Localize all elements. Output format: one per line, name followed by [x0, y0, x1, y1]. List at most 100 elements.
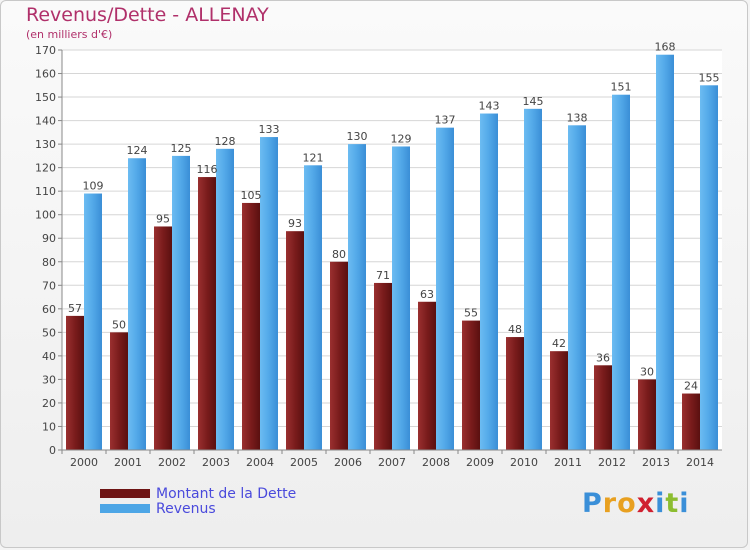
data-label-revenus: 124: [127, 144, 148, 157]
y-tick-label: 140: [35, 115, 56, 128]
data-label-dette: 50: [112, 318, 126, 331]
data-label-revenus: 133: [259, 123, 280, 136]
bar-revenus: [304, 165, 322, 450]
data-label-dette: 105: [241, 189, 262, 202]
y-tick-label: 150: [35, 91, 56, 104]
chart-subtitle: (en milliers d'€): [26, 28, 113, 41]
bar-dette: [550, 351, 568, 450]
x-tick-label: 2000: [70, 456, 98, 469]
data-label-revenus: 138: [567, 111, 588, 124]
bar-revenus: [524, 108, 542, 450]
y-tick-label: 30: [42, 373, 56, 386]
y-tick-label: 60: [42, 303, 56, 316]
data-label-dette: 71: [376, 269, 390, 282]
y-tick-label: 160: [35, 68, 56, 81]
bar-dette: [462, 320, 480, 450]
bar-revenus: [700, 85, 718, 450]
bar-dette: [286, 231, 304, 450]
x-tick-label: 2002: [158, 456, 186, 469]
x-tick-label: 2013: [642, 456, 670, 469]
bar-dette: [330, 261, 348, 450]
data-label-dette: 24: [684, 380, 698, 393]
label-layer: 57 109 50 124 95 125 116 128 105 133 93 121 80 130 71 1…: [68, 41, 720, 393]
bar-dette: [682, 393, 700, 450]
bar-dette: [154, 226, 172, 450]
legend: Montant de la Dette Revenus: [100, 485, 297, 517]
data-label-dette: 55: [464, 307, 478, 320]
data-label-revenus: 129: [391, 132, 412, 145]
data-label-revenus: 130: [347, 130, 368, 143]
axis-layer: 0 10 20 30 40 50 60 70 80 90 100 110 120 130 140 150 160…: [35, 44, 722, 469]
y-tick-label: 90: [42, 232, 56, 245]
bar-revenus: [436, 127, 454, 450]
bar-revenus: [260, 137, 278, 450]
bar-revenus: [480, 113, 498, 450]
logo-letter: i: [679, 488, 690, 519]
legend-item-dette: Montant de la Dette: [100, 485, 297, 502]
x-tick-label: 2005: [290, 456, 318, 469]
x-tick-label: 2014: [686, 456, 714, 469]
data-label-dette: 42: [552, 337, 566, 350]
data-label-revenus: 151: [611, 81, 632, 94]
x-tick-label: 2004: [246, 456, 274, 469]
x-tick-label: 2003: [202, 456, 230, 469]
logo-letter: o: [617, 488, 637, 519]
data-label-revenus: 155: [699, 71, 720, 84]
x-tick-label: 2001: [114, 456, 142, 469]
bar-dette: [242, 202, 260, 450]
data-label-dette: 30: [640, 365, 654, 378]
bar-revenus: [656, 54, 674, 451]
y-tick-label: 40: [42, 350, 56, 363]
data-label-revenus: 109: [83, 180, 104, 193]
bar-revenus: [128, 158, 146, 450]
data-label-dette: 57: [68, 302, 82, 315]
data-label-dette: 95: [156, 212, 170, 225]
y-tick-label: 0: [49, 444, 56, 457]
logo-letter: r: [602, 488, 618, 519]
bar-dette: [198, 177, 216, 450]
data-label-dette: 80: [332, 248, 346, 261]
legend-swatch-dette: [100, 489, 150, 498]
data-label-revenus: 143: [479, 100, 500, 113]
x-tick-label: 2007: [378, 456, 406, 469]
x-tick-label: 2012: [598, 456, 626, 469]
logo-letter: i: [655, 488, 666, 519]
bar-dette: [66, 315, 84, 450]
x-tick-label: 2010: [510, 456, 538, 469]
bar-dette: [374, 282, 392, 450]
y-tick-label: 50: [42, 326, 56, 339]
data-label-dette: 36: [596, 351, 610, 364]
y-tick-label: 100: [35, 209, 56, 222]
data-label-dette: 63: [420, 288, 434, 301]
legend-item-revenus: Revenus: [100, 501, 296, 517]
data-label-revenus: 128: [215, 135, 236, 148]
bar-revenus: [612, 94, 630, 451]
bar-revenus: [348, 144, 366, 450]
y-tick-label: 170: [35, 44, 56, 57]
x-tick-label: 2011: [554, 456, 582, 469]
bar-revenus: [568, 125, 586, 450]
bar-dette: [594, 365, 612, 450]
data-label-revenus: 121: [303, 151, 324, 164]
data-label-revenus: 145: [523, 95, 544, 108]
data-label-dette: 93: [288, 217, 302, 230]
y-tick-label: 130: [35, 138, 56, 151]
data-label-revenus: 168: [655, 41, 676, 54]
legend-swatch-revenus: [100, 504, 150, 513]
bar-revenus: [216, 148, 234, 450]
bar-dette: [110, 332, 128, 450]
legend-label-dette: Montant de la Dette: [156, 485, 297, 502]
data-label-revenus: 125: [171, 142, 192, 155]
bar-revenus: [84, 193, 102, 450]
bar-dette: [638, 379, 656, 450]
data-label-dette: 48: [508, 323, 522, 336]
y-tick-label: 120: [35, 162, 56, 175]
logo-letter: x: [636, 488, 656, 519]
y-tick-label: 80: [42, 256, 56, 269]
chart-title: Revenus/Dette - ALLENAY: [26, 4, 269, 26]
y-tick-label: 20: [42, 397, 56, 410]
x-tick-label: 2006: [334, 456, 362, 469]
x-tick-label: 2008: [422, 456, 450, 469]
bar-revenus: [172, 155, 190, 450]
